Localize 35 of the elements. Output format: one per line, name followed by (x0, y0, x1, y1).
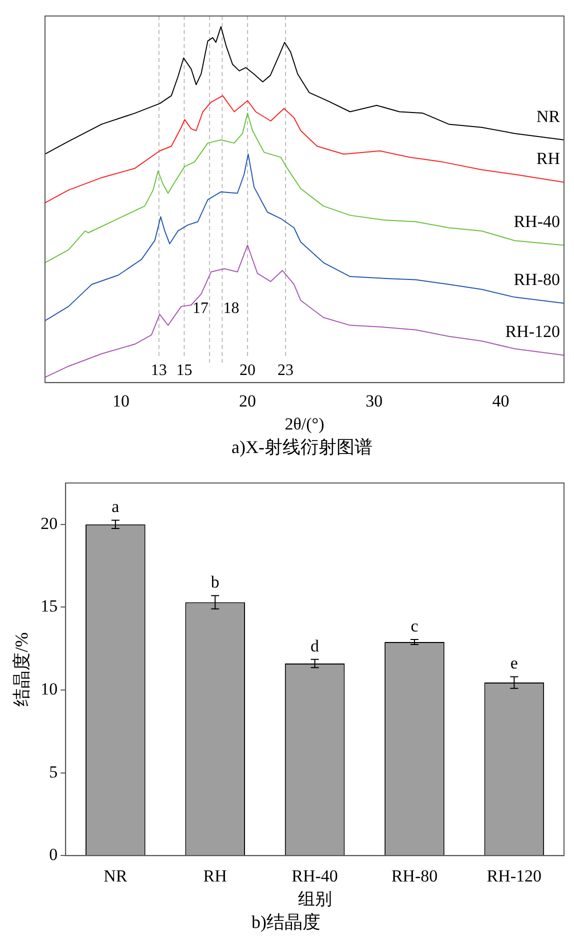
x-tick-label: RH-80 (391, 866, 438, 886)
annotation: a (112, 497, 120, 516)
annotation: c (410, 616, 419, 636)
y-tick-label: 0 (49, 845, 58, 864)
ref-line-label: 15 (176, 362, 192, 379)
text: b)结晶度 (252, 912, 320, 932)
series-label: NR (536, 106, 561, 126)
annotation: d (310, 636, 320, 656)
ref-line-label: 13 (150, 362, 167, 379)
series-label: RH (536, 149, 560, 168)
x-tick-label: RH-120 (486, 866, 542, 886)
x-tick-label: RH-40 (292, 866, 338, 886)
x-tick-label: 40 (492, 391, 510, 410)
x-tick-label: NR (104, 866, 128, 886)
y-tick-label: 20 (40, 514, 58, 533)
y-tick-label: 15 (40, 596, 58, 616)
ref-line-label: 23 (278, 362, 294, 379)
x-tick-label: 10 (112, 391, 130, 410)
annotation: e (510, 654, 518, 673)
x-tick-label: RH (203, 866, 227, 886)
x-axis-title: 2θ/(°) (284, 414, 324, 434)
ref-line-label: 17 (192, 300, 209, 317)
series-label: RH-40 (514, 212, 560, 232)
ref-line-label: 18 (223, 300, 240, 317)
x-axis-title: 组别 (298, 890, 332, 909)
y-axis-title: 结晶度/% (12, 632, 32, 706)
y-tick-label: 10 (40, 679, 58, 698)
y-tick-label: 5 (49, 762, 58, 782)
x-tick-label: 20 (239, 391, 256, 410)
text: a)X-射线衍射图谱 (232, 436, 372, 457)
series-label: RH-80 (514, 270, 560, 290)
annotation: b (210, 572, 220, 592)
ref-line-label: 20 (240, 362, 256, 379)
x-tick-label: 30 (366, 391, 383, 410)
series-label: RH-120 (505, 322, 560, 342)
